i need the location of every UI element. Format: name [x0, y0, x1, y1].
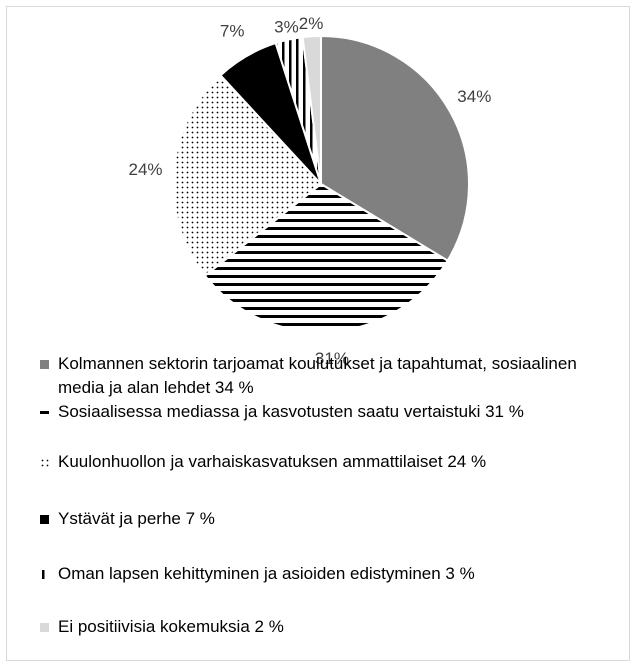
- legend-label: Sosiaalisessa mediassa ja kasvotusten sa…: [58, 402, 524, 421]
- chart-frame: [6, 6, 630, 661]
- legend-swatch: [40, 360, 49, 369]
- legend-label: Ystävät ja perhe 7 %: [58, 509, 215, 528]
- data-label: 7%: [220, 22, 245, 41]
- legend-item: Sosiaalisessa mediassa ja kasvotusten sa…: [40, 400, 600, 424]
- legend-label: Ei positiivisia kokemuksia 2 %: [58, 617, 284, 636]
- legend-label: Oman lapsen kehittyminen ja asioiden edi…: [58, 564, 475, 583]
- legend-label: Kuulonhuollon ja varhaiskasvatuksen amma…: [58, 452, 487, 471]
- legend-marker: [40, 408, 49, 417]
- legend-item: Kuulonhuollon ja varhaiskasvatuksen amma…: [40, 450, 600, 474]
- pie-slice: [203, 182, 449, 333]
- legend-marker: [40, 515, 49, 524]
- data-label: 3%: [274, 17, 299, 36]
- legend-marker: [40, 570, 49, 579]
- legend-swatch: [40, 623, 49, 632]
- legend-marker: [40, 623, 49, 632]
- legend-swatch: [40, 408, 49, 417]
- data-label: 24%: [129, 160, 163, 179]
- legend-swatch: [40, 515, 49, 524]
- data-label: 31%: [315, 349, 349, 368]
- legend-marker: [40, 360, 49, 369]
- legend-swatch: [40, 458, 49, 467]
- legend-item: Kolmannen sektorin tarjoamat koulutukset…: [40, 352, 600, 400]
- legend-item: Oman lapsen kehittyminen ja asioiden edi…: [40, 562, 600, 586]
- pie-slice: [172, 73, 323, 278]
- legend-label: Kolmannen sektorin tarjoamat koulutukset…: [58, 354, 577, 397]
- data-label: 2%: [299, 14, 324, 33]
- legend-item: Ystävät ja perhe 7 %: [40, 507, 600, 531]
- pie-slice: [301, 34, 322, 185]
- legend-item: Ei positiivisia kokemuksia 2 %: [40, 615, 600, 639]
- legend-marker: [40, 458, 49, 467]
- pie-slice: [320, 34, 470, 263]
- data-label: 34%: [457, 87, 491, 106]
- legend-swatch: [40, 570, 49, 579]
